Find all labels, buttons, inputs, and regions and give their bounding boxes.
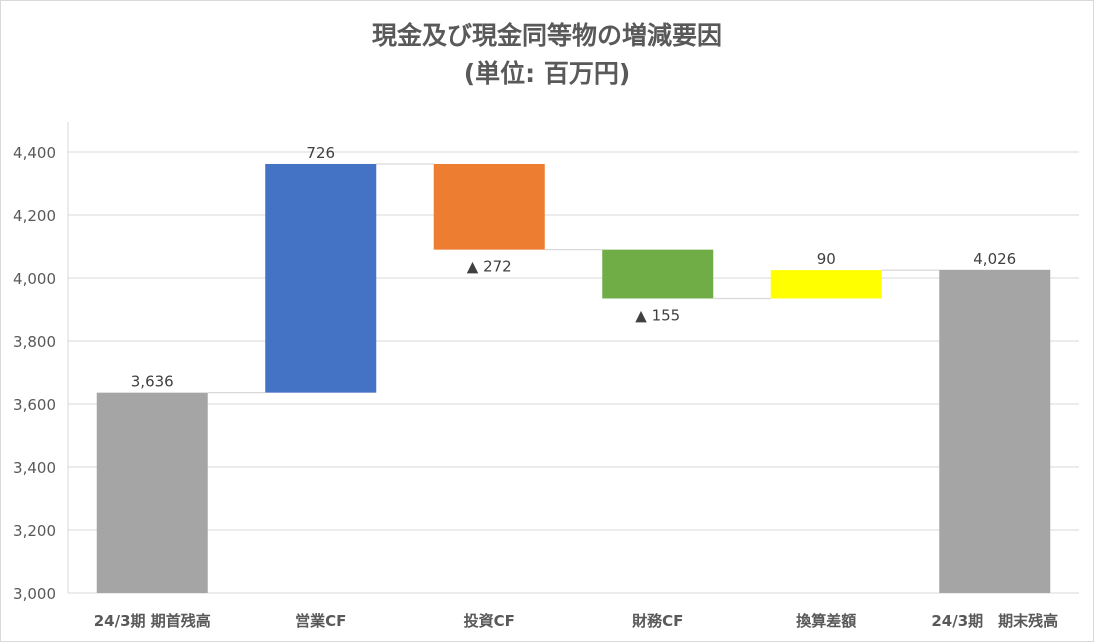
gridlines [68, 151, 1079, 594]
connectors [207, 163, 940, 394]
data-label: 726 [306, 144, 335, 162]
axes: 3,000 3,200 3,400 3,600 3,800 4,000 4,200 4,400… [13, 122, 1058, 630]
x-tick-label: 営業CF [295, 612, 346, 630]
data-labels: 3,636 726 ▲ 272 ▲ 155 90 4,026 [131, 144, 1016, 391]
y-tick-label: 3,800 [13, 333, 56, 351]
data-label: ▲ 272 [467, 258, 512, 276]
x-tick-label: 投資CF [464, 612, 515, 630]
chart-title-line2: (単位: 百万円) [463, 59, 631, 88]
y-tick-label: 4,400 [13, 144, 56, 162]
x-tick-label: 24/3期 期首残高 [94, 612, 211, 630]
x-tick-label: 財務CF [631, 612, 683, 630]
bar [265, 163, 377, 393]
data-label: 4,026 [973, 250, 1016, 268]
bar [939, 269, 1051, 593]
y-tick-label: 4,000 [13, 270, 56, 288]
y-tick-label: 3,000 [13, 585, 56, 603]
bars [96, 163, 1051, 593]
data-label: 90 [817, 250, 836, 268]
y-tick-label: 3,600 [13, 396, 56, 414]
bar [602, 249, 714, 299]
x-tick-label: 24/3期 期末残高 [931, 612, 1058, 630]
y-tick-label: 3,200 [13, 522, 56, 540]
bar [96, 392, 208, 593]
data-label: ▲ 155 [635, 306, 680, 324]
chart-title-line1: 現金及び現金同等物の増減要因 [371, 21, 722, 50]
y-tick-label: 3,400 [13, 459, 56, 477]
bar [433, 163, 545, 250]
data-label: 3,636 [131, 373, 174, 391]
bar [770, 270, 882, 299]
chart-title: 現金及び現金同等物の増減要因 (単位: 百万円) [1, 17, 1093, 93]
y-tick-label: 4,200 [13, 207, 56, 225]
x-tick-label: 換算差額 [796, 612, 856, 630]
